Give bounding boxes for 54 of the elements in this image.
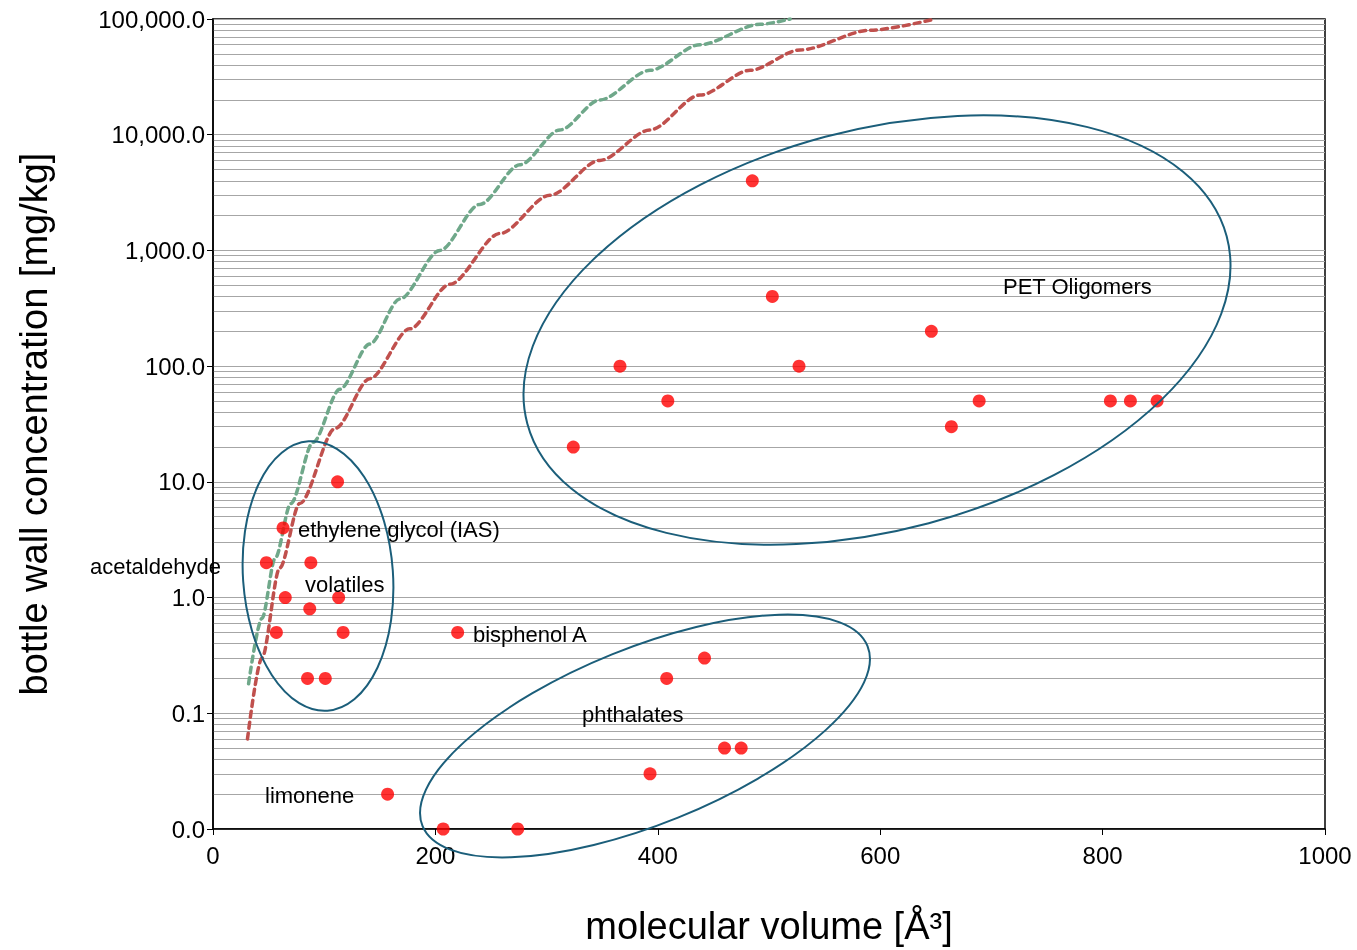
x-tick-label: 1000	[1298, 841, 1352, 869]
point	[944, 420, 958, 434]
y-tick-label: 1.0	[171, 584, 205, 612]
point	[1123, 394, 1137, 408]
point	[336, 625, 350, 639]
point	[303, 602, 317, 616]
point	[972, 394, 986, 408]
y-tick-label: 0.0	[171, 815, 205, 843]
annotation: bisphenol A	[473, 621, 588, 647]
x-tick-label: 0	[206, 841, 220, 869]
point	[259, 556, 273, 570]
point	[734, 741, 748, 755]
point	[745, 174, 759, 188]
point	[269, 625, 283, 639]
point	[765, 289, 779, 303]
x-tick-label: 600	[860, 841, 901, 869]
point	[331, 475, 345, 489]
point	[566, 440, 580, 454]
x-axis-title: molecular volume [Å³]	[585, 904, 953, 947]
y-tick-label: 10,000.0	[111, 121, 205, 149]
line-series	[246, 17, 792, 686]
x-tick-label: 400	[637, 841, 678, 869]
point	[278, 591, 292, 605]
annotation: ethylene glycol (IAS)	[298, 516, 500, 542]
point	[924, 324, 938, 338]
y-axis-title: bottle wall concentration [mg/kg]	[13, 152, 55, 696]
point	[718, 741, 732, 755]
annotation: phthalates	[582, 701, 684, 727]
point	[451, 625, 465, 639]
point	[613, 359, 627, 373]
y-tick-label: 10.0	[158, 468, 205, 496]
point	[381, 787, 395, 801]
point	[436, 822, 450, 836]
y-tick-label: 100.0	[144, 352, 205, 380]
y-tick-label: 100,000.0	[98, 5, 205, 33]
point	[660, 671, 674, 685]
point	[792, 359, 806, 373]
annotation: limonene	[265, 782, 355, 808]
y-tick-label: 0.1	[171, 699, 205, 727]
point	[276, 521, 290, 535]
annotation: volatiles	[305, 571, 385, 597]
x-tick-label: 800	[1082, 841, 1123, 869]
point	[332, 591, 346, 605]
point	[643, 767, 657, 781]
point	[1103, 394, 1117, 408]
annotation: PET Oligomers	[1003, 273, 1152, 299]
point	[661, 394, 675, 408]
point	[511, 822, 525, 836]
point	[698, 651, 711, 665]
point	[301, 671, 315, 685]
x-tick-label: 200	[415, 841, 456, 869]
y-tick-label: 1,000.0	[124, 236, 205, 264]
point	[318, 671, 332, 685]
point	[304, 556, 318, 570]
